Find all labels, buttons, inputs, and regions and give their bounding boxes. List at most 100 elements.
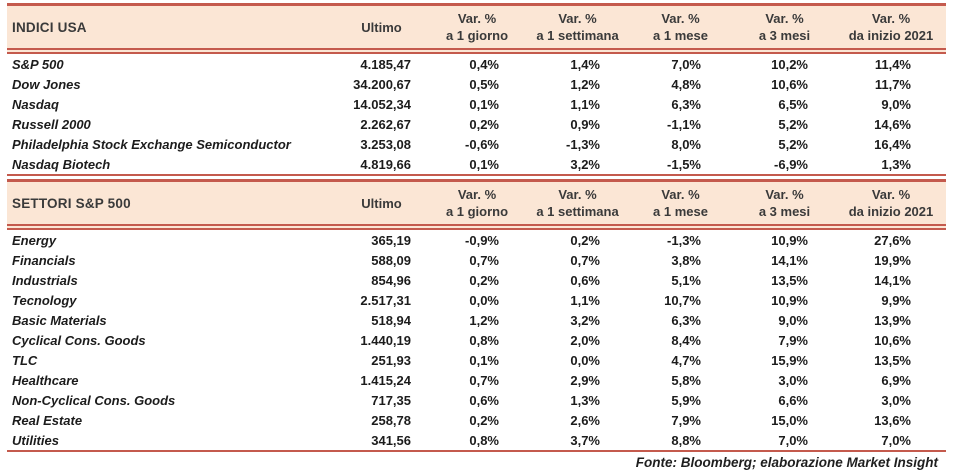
row-label: Basic Materials <box>12 312 107 328</box>
var-1-mese: 6,3% <box>671 312 701 328</box>
row-label: Philadelphia Stock Exchange Semiconducto… <box>12 136 291 152</box>
table-row: Financials 588,09 0,7% 0,7% 3,8% 14,1% 1… <box>7 250 946 270</box>
row-label: Nasdaq <box>12 96 59 112</box>
var-1-settimana: 1,3% <box>570 392 600 408</box>
var-3-mesi: 7,0% <box>778 432 808 448</box>
var-3-mesi: 9,0% <box>778 312 808 328</box>
table-row: Basic Materials 518,94 1,2% 3,2% 6,3% 9,… <box>7 310 946 330</box>
row-label: Dow Jones <box>12 76 81 92</box>
var-1-mese: 8,8% <box>671 432 701 448</box>
var-inizio-2021: 16,4% <box>874 136 911 152</box>
col-var-1-settimana: Var. % a 1 settimana <box>527 6 628 48</box>
var-label: Var. % <box>558 187 597 202</box>
var-1-mese: -1,1% <box>667 116 701 132</box>
var-1-settimana: 1,1% <box>570 96 600 112</box>
var-3-mesi: 13,5% <box>771 272 808 288</box>
row-label: TLC <box>12 352 38 368</box>
var-1-giorno: 0,1% <box>469 156 499 172</box>
col-ultimo: Ultimo <box>361 195 402 211</box>
var-1-settimana: 1,1% <box>570 292 600 308</box>
var-inizio-2021: 7,0% <box>881 432 911 448</box>
col-var-1-mese: Var. % a 1 mese <box>628 6 733 48</box>
var-1-mese: -1,5% <box>667 156 701 172</box>
ultimo-value: 258,78 <box>371 412 411 428</box>
var-label: Var. % <box>871 11 911 26</box>
var-1-settimana: 3,7% <box>570 432 600 448</box>
var-1-mese: 5,8% <box>671 372 701 388</box>
var-inizio-2021: 3,0% <box>881 392 911 408</box>
table-indici-usa: INDICI USA Ultimo Var. % a 1 giorno Var.… <box>7 3 946 176</box>
col-var-1-settimana: Var. % a 1 settimana <box>527 182 628 224</box>
period-label: a 1 mese <box>653 204 708 219</box>
var-label: Var. % <box>661 187 700 202</box>
col-var-inizio-2021: Var. % da inizio 2021 <box>836 6 946 48</box>
col-var-1-giorno: Var. % a 1 giorno <box>427 182 527 224</box>
period-label: a 3 mesi <box>758 204 811 219</box>
period-label: a 1 giorno <box>445 204 509 219</box>
var-1-settimana: 2,0% <box>570 332 600 348</box>
row-label: Russell 2000 <box>12 116 91 132</box>
var-3-mesi: 15,0% <box>771 412 808 428</box>
var-1-mese: 3,8% <box>671 252 701 268</box>
var-3-mesi: 14,1% <box>771 252 808 268</box>
var-1-settimana: 0,7% <box>570 252 600 268</box>
var-3-mesi: 10,9% <box>771 232 808 248</box>
var-inizio-2021: 11,4% <box>874 56 911 72</box>
row-label: S&P 500 <box>12 56 64 72</box>
table-row: Dow Jones 34.200,67 0,5% 1,2% 4,8% 10,6%… <box>7 74 946 94</box>
var-1-giorno: 0,2% <box>469 116 499 132</box>
var-1-giorno: 0,1% <box>469 352 499 368</box>
col-ultimo: Ultimo <box>361 19 402 35</box>
var-1-giorno: 0,7% <box>469 372 499 388</box>
table-header: SETTORI S&P 500 Ultimo Var. % a 1 giorno… <box>7 179 946 224</box>
var-label: Var. % <box>558 11 597 26</box>
var-inizio-2021: 14,1% <box>874 272 911 288</box>
var-1-mese: 10,7% <box>664 292 701 308</box>
ultimo-value: 588,09 <box>371 252 411 268</box>
period-label: a 1 settimana <box>536 204 619 219</box>
table-header: INDICI USA Ultimo Var. % a 1 giorno Var.… <box>7 3 946 48</box>
table-row: Industrials 854,96 0,2% 0,6% 5,1% 13,5% … <box>7 270 946 290</box>
ultimo-value: 4.819,66 <box>360 156 411 172</box>
table-row: Russell 2000 2.262,67 0,2% 0,9% -1,1% 5,… <box>7 114 946 134</box>
var-3-mesi: 10,9% <box>771 292 808 308</box>
var-inizio-2021: 13,9% <box>874 312 911 328</box>
var-inizio-2021: 6,9% <box>881 372 911 388</box>
var-3-mesi: 15,9% <box>771 352 808 368</box>
header-divider <box>7 48 946 54</box>
table-row: Healthcare 1.415,24 0,7% 2,9% 5,8% 3,0% … <box>7 370 946 390</box>
table-row: Energy 365,19 -0,9% 0,2% -1,3% 10,9% 27,… <box>7 230 946 250</box>
var-3-mesi: 5,2% <box>778 136 808 152</box>
col-var-inizio-2021: Var. % da inizio 2021 <box>836 182 946 224</box>
page: INDICI USA Ultimo Var. % a 1 giorno Var.… <box>7 3 946 470</box>
var-1-giorno: 0,2% <box>469 272 499 288</box>
var-1-giorno: 0,2% <box>469 412 499 428</box>
var-1-settimana: 3,2% <box>570 312 600 328</box>
var-label: Var. % <box>765 187 804 202</box>
var-1-giorno: 0,0% <box>469 292 499 308</box>
var-1-giorno: 0,8% <box>469 332 499 348</box>
var-inizio-2021: 9,0% <box>881 96 911 112</box>
table-row: Philadelphia Stock Exchange Semiconducto… <box>7 134 946 154</box>
var-1-mese: 5,9% <box>671 392 701 408</box>
var-3-mesi: -6,9% <box>774 156 808 172</box>
ultimo-value: 3.253,08 <box>360 136 411 152</box>
table-row: Nasdaq Biotech 4.819,66 0,1% 3,2% -1,5% … <box>7 154 946 174</box>
var-3-mesi: 6,6% <box>778 392 808 408</box>
period-label: a 1 settimana <box>536 28 619 43</box>
period-label: da inizio 2021 <box>848 28 934 43</box>
row-label: Industrials <box>12 272 78 288</box>
var-1-mese: 8,4% <box>671 332 701 348</box>
var-1-settimana: -1,3% <box>566 136 600 152</box>
period-label: da inizio 2021 <box>848 204 934 219</box>
var-1-settimana: 0,2% <box>570 232 600 248</box>
ultimo-value: 1.440,19 <box>360 332 411 348</box>
row-label: Financials <box>12 252 76 268</box>
var-label: Var. % <box>457 11 497 26</box>
var-1-settimana: 0,6% <box>570 272 600 288</box>
var-inizio-2021: 19,9% <box>874 252 911 268</box>
ultimo-value: 365,19 <box>371 232 411 248</box>
var-label: Var. % <box>871 187 911 202</box>
ultimo-value: 717,35 <box>371 392 411 408</box>
var-1-giorno: 0,8% <box>469 432 499 448</box>
